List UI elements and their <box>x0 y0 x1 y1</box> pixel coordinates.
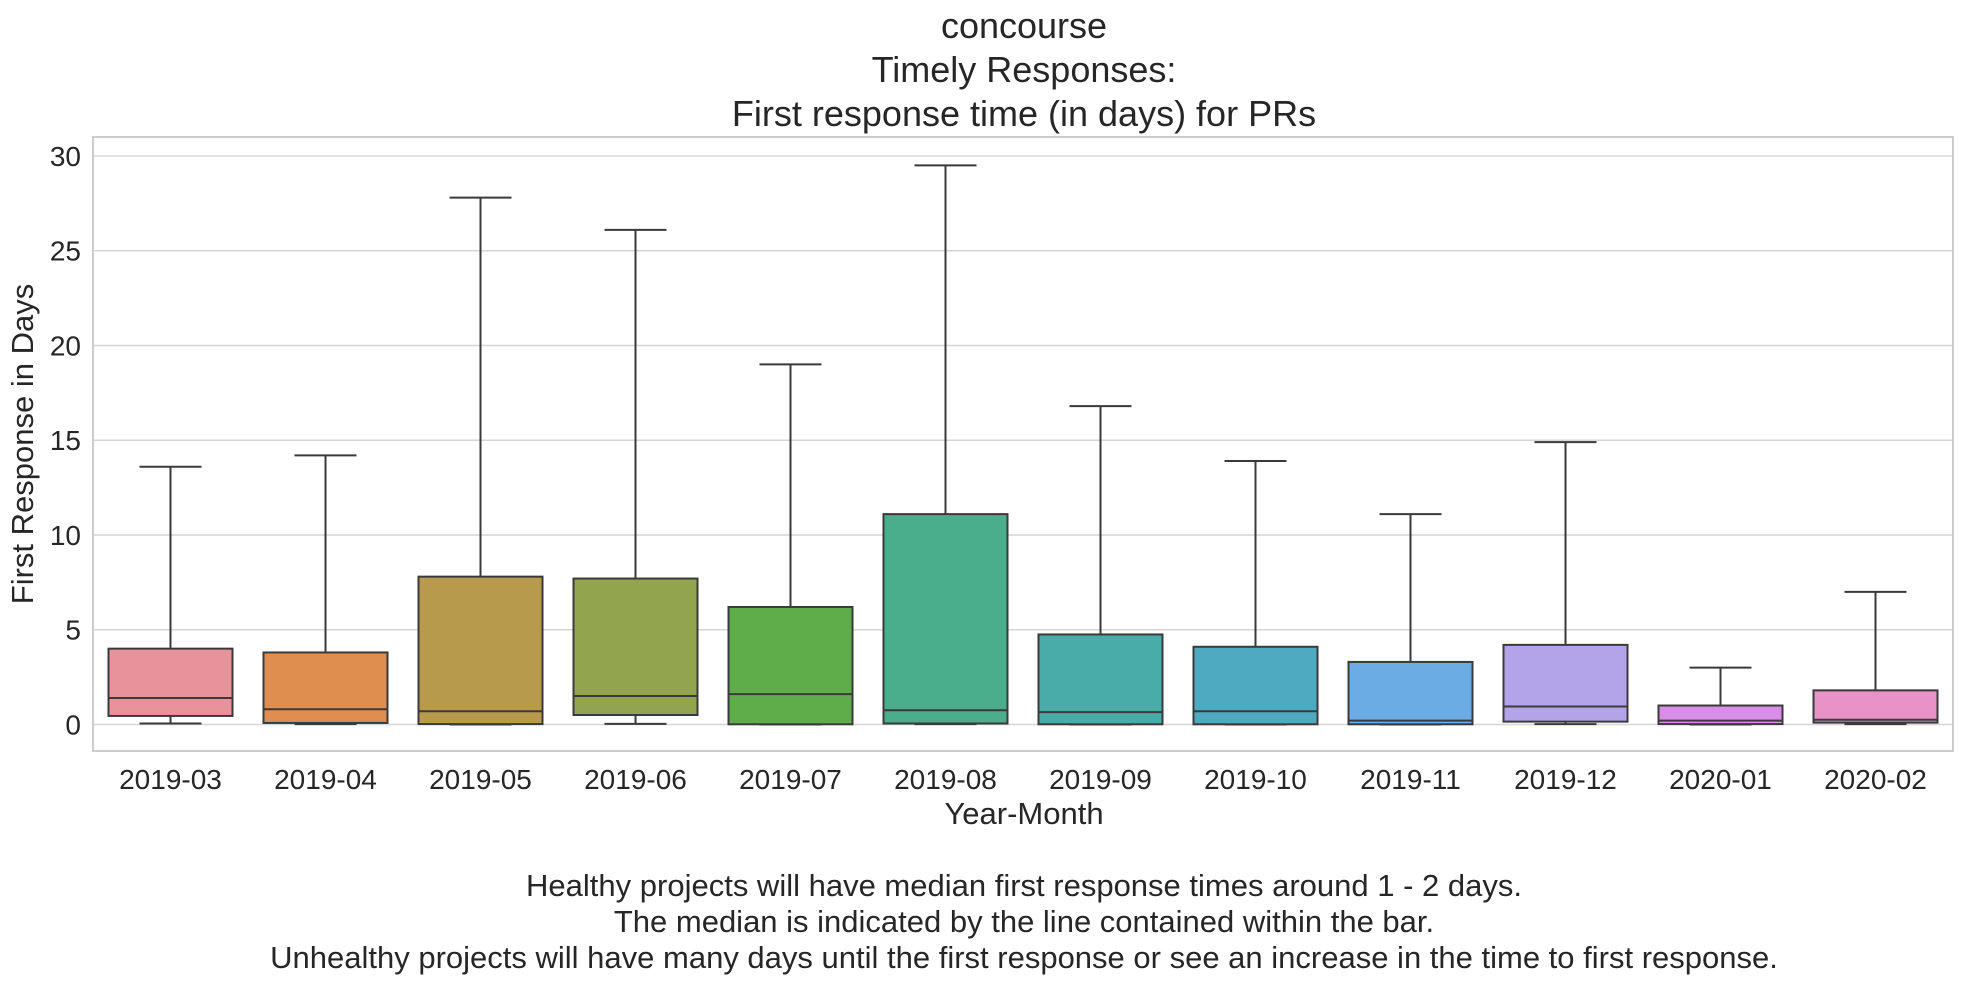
box-2019-09 <box>1037 405 1164 726</box>
box-2019-04 <box>262 454 389 726</box>
y-tick-labels: 0 5 10 15 20 25 30 <box>50 141 81 741</box>
y-tick-label: 20 <box>50 330 81 361</box>
y-tick-label: 25 <box>50 236 81 267</box>
y-tick-label: 0 <box>65 709 81 740</box>
y-tick-label: 15 <box>50 425 81 456</box>
iqr-box <box>1192 645 1319 726</box>
iqr-box <box>262 651 389 724</box>
box-2019-11 <box>1347 513 1474 726</box>
box-2019-03 <box>107 465 234 725</box>
caption-line-3: Unhealthy projects will have many days u… <box>270 940 1778 975</box>
iqr-box <box>727 605 854 726</box>
iqr-box <box>1502 643 1629 723</box>
iqr-box <box>1037 633 1164 726</box>
x-tick-label: 2019-07 <box>739 764 842 795</box>
box-2019-05 <box>417 196 544 726</box>
box-plots <box>107 164 1939 726</box>
x-tick-label: 2019-05 <box>429 764 532 795</box>
y-tick-label: 30 <box>50 141 81 172</box>
box-2019-07 <box>727 363 854 726</box>
x-tick-label: 2020-01 <box>1669 764 1772 795</box>
iqr-box <box>572 577 699 716</box>
gridlines <box>93 155 1953 726</box>
iqr-box <box>417 575 544 726</box>
iqr-box <box>1347 660 1474 726</box>
y-axis-label: First Response in Days <box>5 284 40 604</box>
chart-title-line-1: concourse <box>941 5 1107 46</box>
box-2020-02 <box>1812 590 1939 726</box>
x-tick-label: 2019-08 <box>894 764 997 795</box>
caption: Healthy projects will have median first … <box>270 868 1778 975</box>
box-2019-12 <box>1502 441 1629 726</box>
caption-line-1: Healthy projects will have median first … <box>526 868 1522 903</box>
iqr-box <box>1812 689 1939 724</box>
iqr-box <box>882 513 1009 725</box>
caption-line-2: The median is indicated by the line cont… <box>614 904 1434 939</box>
x-tick-label: 2019-11 <box>1360 764 1461 795</box>
x-tick-label: 2019-03 <box>119 764 222 795</box>
box-2019-06 <box>572 228 699 725</box>
x-tick-label: 2019-06 <box>584 764 687 795</box>
x-axis-label: Year-Month <box>944 796 1103 831</box>
x-tick-label: 2019-09 <box>1049 764 1152 795</box>
box-2019-08 <box>882 164 1009 726</box>
x-tick-label: 2019-12 <box>1514 764 1617 795</box>
chart-title-line-3: First response time (in days) for PRs <box>732 93 1316 134</box>
box-2020-01 <box>1657 666 1784 726</box>
iqr-box <box>107 647 234 717</box>
x-tick-label: 2020-02 <box>1824 764 1927 795</box>
plot-frame <box>92 136 1954 752</box>
x-tick-label: 2019-04 <box>274 764 377 795</box>
box-2019-10 <box>1192 460 1319 726</box>
iqr-box <box>1657 704 1784 726</box>
y-tick-label: 5 <box>65 615 81 646</box>
chart-title-line-2: Timely Responses: <box>872 49 1177 90</box>
chart-title: concourse Timely Responses: First respon… <box>732 5 1316 134</box>
y-tick-label: 10 <box>50 520 81 551</box>
x-tick-labels: 2019-03 2019-04 2019-05 2019-06 2019-07 2019-… <box>119 764 1927 795</box>
x-tick-label: 2019-10 <box>1204 764 1307 795</box>
